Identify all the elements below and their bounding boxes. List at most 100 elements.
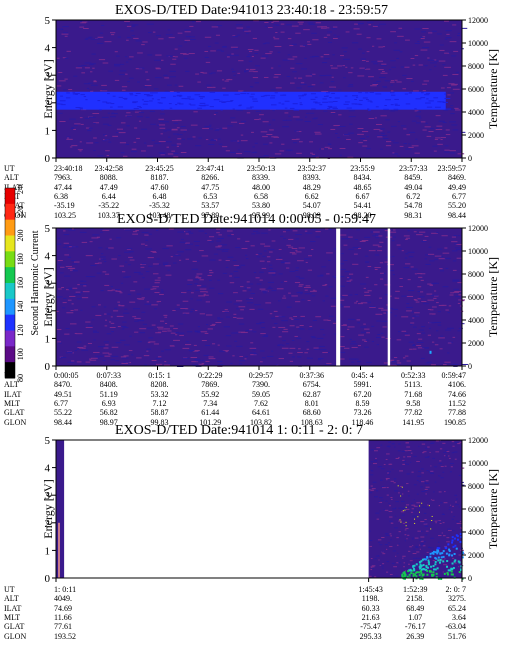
spectrogram-cell [416,345,422,347]
orbit-value-glat: 77.61 [54,622,72,632]
spectrogram-cell [390,80,395,82]
orbit-row-label: MLT [4,612,21,622]
spectrogram-cell [87,130,92,132]
spectrogram-cell [292,103,298,105]
spectrogram-cell [203,294,209,296]
spectrogram-cell [323,110,328,112]
spectrogram-cell [86,141,90,143]
spectrogram-cell [333,125,340,127]
spectrogram-cell [419,539,422,541]
spectrogram-cell [115,342,122,344]
spectrogram-cell [377,246,382,248]
spectrogram-cell [393,229,396,231]
spectrogram-cell [58,342,62,344]
spectrogram-cell [164,323,168,325]
spectrogram-cell [197,326,200,328]
spectrogram-cell [379,544,383,546]
spectrogram-cell [427,59,435,61]
spectrogram-cell [215,322,222,324]
spectrogram-cell [351,42,359,44]
colorbar-frame [4,187,16,379]
spectrogram-cell [252,146,255,148]
spectrogram-cell [434,570,437,572]
spectrogram-cell [402,74,407,76]
spectrogram-cell [284,100,290,102]
spectrogram-cell [180,53,187,55]
spectrogram-cell [268,271,274,273]
spectrogram-cell [84,67,90,69]
spectrogram-cell [272,20,279,22]
spectrogram-cell [447,342,452,344]
spectrogram-cell [139,328,147,330]
spectrogram-cell [328,143,332,145]
spectrogram-cell [442,121,447,123]
spectrogram-cell [100,90,108,92]
spectrogram-cell [420,97,426,99]
spectrogram-cell [455,498,458,500]
spectrogram-cell [431,313,436,315]
spectrogram-cell [390,539,392,541]
spectrogram-cell [401,316,409,318]
spectrogram-cell [268,229,271,231]
spectrogram-cell [284,107,288,109]
spectrogram-cell [84,62,92,64]
spectrogram-cell [374,496,379,498]
orbit-value-alt: 8187. [150,173,169,183]
spectrogram-cell [178,45,183,47]
spectrogram-cell [400,66,404,68]
spectrogram-cell [388,446,391,448]
spectrogram-cell [458,474,463,476]
orbit-value-glat: -35.19 [54,201,75,211]
spectrogram-cell [377,60,383,62]
spectrogram-cell [388,510,393,512]
spectrogram-cell [413,557,417,559]
spectrogram-cell [370,566,375,568]
orbit-value-glon: 295.33 [359,631,382,641]
spectrogram-cell [198,363,204,365]
spectrogram-cell [427,334,432,336]
spectrogram-cell [404,39,410,41]
spectrogram-cell [145,116,150,118]
y-tick-label-right: 12000 [468,16,488,25]
spectrogram-cell [126,36,132,38]
spectrogram-cell [364,255,369,257]
spectrogram-cell [406,473,410,475]
spectrogram-cell [235,267,240,269]
spectrogram-cell [420,49,428,51]
spectrogram-cell [277,344,283,346]
spectrogram-cell [158,38,164,40]
orbit-value-ut: 23:42:58 [94,164,123,173]
spectrogram-cell [85,127,91,129]
spectrogram-cell [171,120,179,122]
spectrogram-cell [174,48,178,50]
spectrogram-cell [407,456,412,458]
spectrogram-cell [366,301,371,303]
panel-3-title: EXOS-D/TED Date:941014 1: 0:11 - 2: 0: 7 [115,423,363,438]
spectrogram-cell [172,58,177,60]
spectrogram-cell [414,515,417,517]
spectrogram-cell [365,92,369,94]
spectrogram-cell [413,326,417,328]
spectrogram-cell [425,534,428,536]
spectrogram-cell [418,574,421,577]
spectrogram-cell [441,304,447,306]
spectrogram-cell [204,50,209,52]
spectrogram-cell [199,288,207,290]
spectrogram-cell [345,31,350,33]
spectrogram-cell [64,57,69,59]
spectrogram-cell [348,116,356,118]
spectrogram-cell [412,344,415,346]
spectrogram-cell [430,565,433,568]
spectrogram-cell [291,339,295,341]
spectrogram-cell [403,575,406,578]
spectrogram-cell [244,30,251,32]
spectrogram-cell [404,540,406,542]
spectrogram-cell [294,282,301,284]
spectrogram-cell [115,360,120,362]
spectrogram-cell [454,442,458,444]
spectrogram-cell [167,29,171,31]
spectrogram-cell [293,142,298,144]
spectrogram-cell [394,104,401,106]
spectrogram-cell [318,358,324,360]
spectrogram-cell [398,443,401,445]
